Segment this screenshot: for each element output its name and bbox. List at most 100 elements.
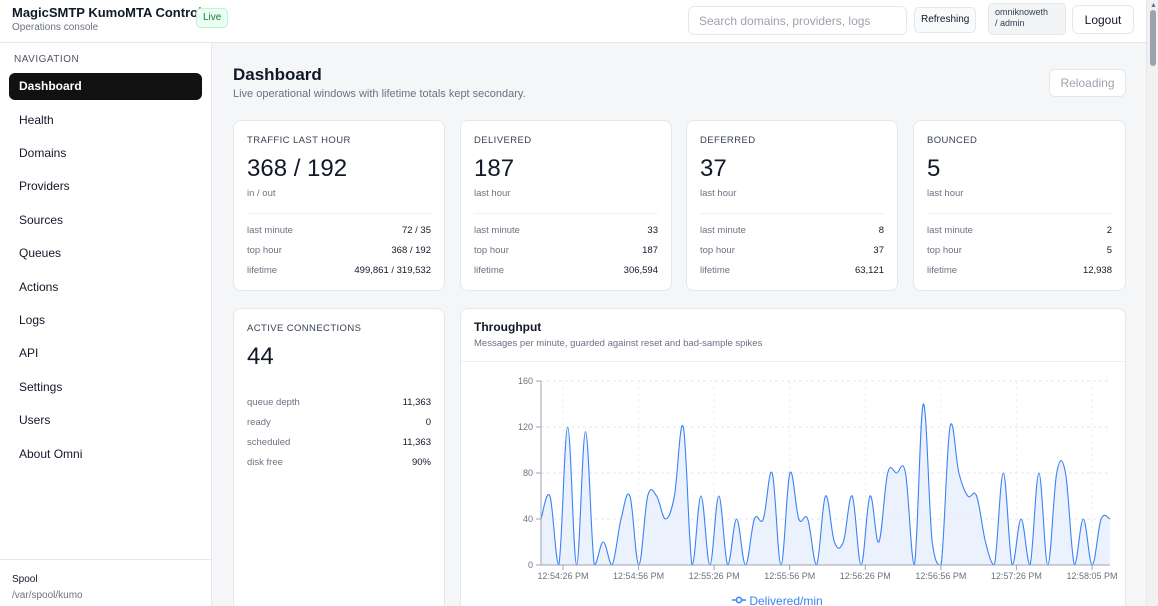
y-tick-label: 40 [523, 514, 533, 524]
stat-row: top hour 187 [474, 245, 658, 259]
stat-label: lifetime [474, 265, 505, 276]
stat-value: 368 / 192 [391, 245, 431, 256]
card-caption: last hour [474, 188, 511, 199]
sidebar-item-sources[interactable]: Sources [19, 213, 64, 227]
card-label: DEFERRED [700, 135, 756, 146]
scroll-up-arrow-icon[interactable]: ▲ [1150, 2, 1157, 9]
sidebar-item-queues[interactable]: Queues [19, 246, 62, 260]
x-tick-label: 12:54:26 PM [537, 571, 588, 581]
page-title: Dashboard [233, 65, 322, 84]
stat-label: top hour [474, 245, 509, 256]
stat-label: top hour [700, 245, 735, 256]
x-tick-label: 12:58:05 PM [1066, 571, 1117, 581]
card-value: 187 [474, 155, 515, 182]
stat-label: lifetime [927, 265, 958, 276]
page-subtitle: Live operational windows with lifetime t… [233, 88, 526, 100]
stat-label: last minute [474, 225, 520, 236]
sidebar-item-providers[interactable]: Providers [19, 179, 70, 193]
card-value: 368 / 192 [247, 155, 348, 182]
stat-value: 2 [1106, 225, 1112, 236]
user-role: / admin [995, 18, 1025, 28]
stat-row: lifetime 306,594 [474, 265, 658, 279]
y-tick-label: 80 [523, 468, 533, 478]
stat-label: last minute [927, 225, 973, 236]
card-label: DELIVERED [474, 135, 532, 146]
stat-row: top hour 368 / 192 [247, 245, 431, 259]
connections-value: 44 [247, 343, 274, 370]
x-tick-label: 12:57:26 PM [991, 571, 1042, 581]
stat-label: lifetime [700, 265, 731, 276]
series-area-delivered [541, 403, 1110, 565]
stat-value: 187 [642, 245, 658, 256]
chart-title: Throughput [474, 320, 542, 334]
stat-value: 72 / 35 [401, 225, 431, 236]
throughput-card: Throughput Messages per minute, guarded … [460, 308, 1126, 606]
live-status-badge: Live [196, 8, 229, 28]
stat-row: lifetime 63,121 [700, 265, 884, 279]
sidebar-item-users[interactable]: Users [19, 413, 51, 427]
sidebar-item-settings[interactable]: Settings [19, 380, 63, 394]
stat-value: 0 [425, 417, 431, 428]
spool-info: Spool /var/spool/kumo [0, 559, 211, 606]
top-bar: MagicSMTP KumoMTA Control Operations con… [0, 0, 1146, 43]
stat-value: 5 [1106, 245, 1112, 256]
sidebar-item-api[interactable]: API [19, 346, 39, 360]
sidebar: NAVIGATION Dashboard Health Domains Prov… [0, 43, 212, 606]
stat-value: 306,594 [623, 265, 658, 276]
throughput-chart: 0 40 80 120 160 12:54:26 PM 12:54:56 PM 12:55:2… [518, 376, 1118, 581]
sidebar-item-about-omni[interactable]: About Omni [19, 447, 83, 461]
search-input[interactable] [688, 6, 907, 35]
app-title: MagicSMTP KumoMTA Control [12, 5, 202, 20]
active-connections-card: ACTIVE CONNECTIONS 44 queue depth 11,363 … [233, 308, 445, 606]
card-divider [927, 213, 1112, 214]
stat-row: last minute 2 [927, 225, 1112, 239]
stat-row: lifetime 12,938 [927, 265, 1112, 279]
user-chip[interactable]: omniknoweth / admin [988, 3, 1066, 35]
sidebar-item-actions[interactable]: Actions [19, 280, 59, 294]
sidebar-item-domains[interactable]: Domains [19, 146, 67, 160]
stat-value: 37 [873, 245, 884, 256]
bounced-card: BOUNCED 5 last hour last minute 2 top hou… [913, 120, 1126, 291]
reload-button[interactable]: Reloading [1049, 69, 1126, 97]
stat-value: 8 [878, 225, 884, 236]
card-value: 37 [700, 155, 727, 182]
deferred-card: DEFERRED 37 last hour last minute 8 top h… [686, 120, 898, 291]
stat-label: scheduled [247, 437, 291, 448]
card-label: TRAFFIC LAST HOUR [247, 135, 351, 146]
y-tick-label: 120 [518, 422, 533, 432]
stat-label: top hour [927, 245, 962, 256]
stat-row: queue depth 11,363 [247, 397, 431, 411]
spool-title: Spool [12, 574, 38, 585]
stat-row: top hour 37 [700, 245, 884, 259]
stat-value: 33 [647, 225, 658, 236]
sidebar-item-health[interactable]: Health [19, 113, 54, 127]
stat-row: last minute 8 [700, 225, 884, 239]
app-subtitle: Operations console [12, 22, 99, 33]
stat-label: disk free [247, 457, 283, 468]
chart-legend[interactable]: Delivered/min [732, 594, 823, 606]
stat-row: last minute 33 [474, 225, 658, 239]
stat-row: ready 0 [247, 417, 431, 431]
stat-label: last minute [247, 225, 293, 236]
stat-row: top hour 5 [927, 245, 1112, 259]
card-divider [474, 213, 658, 214]
sidebar-item-dashboard[interactable]: Dashboard [9, 73, 202, 100]
legend-label: Delivered/min [749, 594, 823, 606]
scroll-thumb[interactable] [1150, 10, 1156, 66]
chart-subtitle: Messages per minute, guarded against res… [474, 338, 763, 349]
x-tick-label: 12:56:26 PM [840, 571, 891, 581]
x-tick-label: 12:54:56 PM [613, 571, 664, 581]
delivered-card: DELIVERED 187 last hour last minute 33 to… [460, 120, 672, 291]
x-tick-label: 12:55:56 PM [764, 571, 815, 581]
card-caption: in / out [247, 188, 276, 199]
card-divider [247, 213, 431, 214]
stat-value: 90% [411, 457, 431, 468]
card-label: ACTIVE CONNECTIONS [247, 323, 362, 334]
stat-value: 63,121 [854, 265, 884, 276]
sidebar-item-logs[interactable]: Logs [19, 313, 46, 327]
user-name: omniknoweth [995, 7, 1049, 17]
logout-button[interactable]: Logout [1072, 5, 1134, 34]
stat-value: 11,363 [402, 437, 431, 448]
traffic-card: TRAFFIC LAST HOUR 368 / 192 in / out las… [233, 120, 445, 291]
page-scrollbar[interactable]: ▲ [1146, 0, 1158, 606]
